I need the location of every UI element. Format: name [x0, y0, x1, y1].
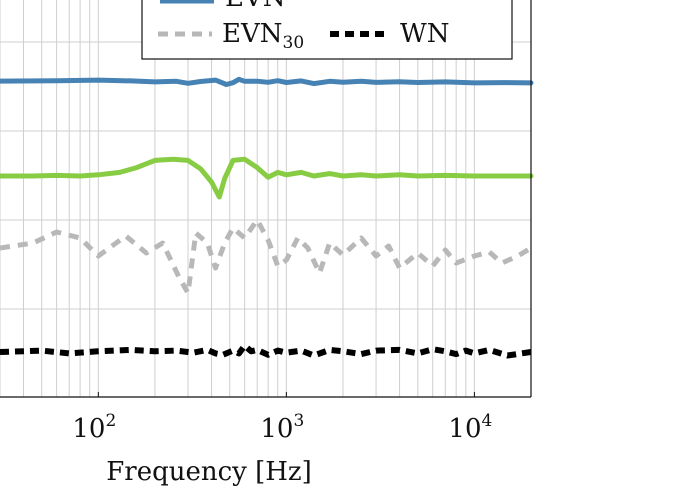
series-line-4 [0, 342, 532, 359]
x-axis-label: Frequency [Hz] [106, 457, 312, 487]
legend-label-1: EVN30 [222, 19, 304, 53]
series-line-1 [0, 76, 534, 87]
legend-label-2: WN [400, 19, 449, 49]
legend-cropped-row: EVN [225, 0, 286, 13]
x-tick-label: 102 [72, 411, 116, 444]
legend: EVN EVN30 WN [141, 0, 513, 60]
series-group [0, 76, 534, 359]
series-line-2 [0, 156, 534, 200]
x-tick-label: 104 [448, 411, 492, 444]
legend-box [141, 0, 513, 60]
x-tick-label: 103 [260, 411, 304, 444]
grid [0, 0, 532, 397]
